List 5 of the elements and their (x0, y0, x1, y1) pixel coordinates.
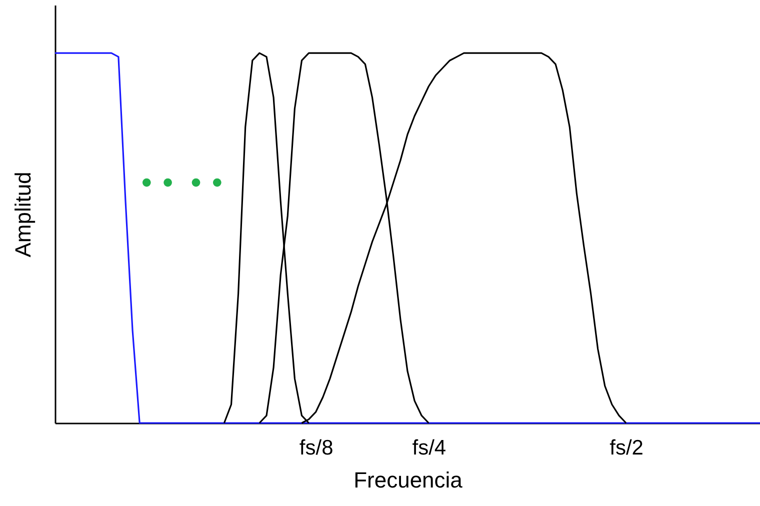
x-tick-label: fs/4 (412, 436, 446, 460)
x-axis-title: Frecuencia (354, 468, 464, 492)
x-tick-label: fs/2 (610, 436, 644, 460)
y-axis-title: Amplitud (10, 172, 36, 258)
x-tick-label: fs/8 (299, 436, 334, 460)
